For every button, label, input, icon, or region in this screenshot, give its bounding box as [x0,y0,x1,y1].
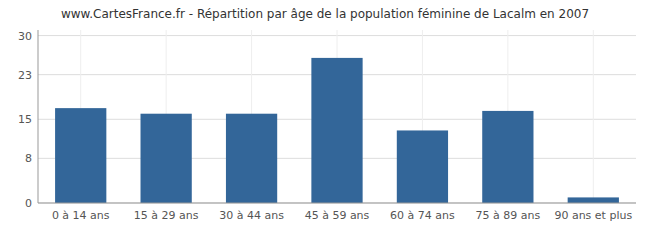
bar [482,111,533,203]
bars [55,58,619,203]
grid [38,30,636,203]
y-tick-label: 15 [18,113,32,126]
bar [226,114,277,203]
y-tick-label: 8 [25,152,32,165]
bar [55,108,106,203]
y-tick-label: 30 [18,30,32,43]
bar [568,197,619,203]
y-grid-line [38,203,636,204]
x-tick-label: 90 ans et plus [554,209,632,222]
bar [311,58,362,203]
y-tick-label: 23 [18,69,32,82]
x-grid-line [593,30,594,203]
x-tick-label: 45 à 59 ans [305,209,370,222]
x-tick-label: 30 à 44 ans [219,209,284,222]
y-tick-label: 0 [25,197,32,210]
chart: www.CartesFrance.fr - Répartition par âg… [0,0,650,229]
bar [141,114,192,203]
x-tick-label: 75 à 89 ans [476,209,541,222]
x-tick-label: 0 à 14 ans [52,209,110,222]
x-tick-label: 60 à 74 ans [390,209,455,222]
x-axis-line [38,203,636,204]
y-axis-line [38,30,39,203]
title: www.CartesFrance.fr - Répartition par âg… [61,7,589,21]
x-tick-label: 15 à 29 ans [134,209,199,222]
bar [397,130,448,203]
